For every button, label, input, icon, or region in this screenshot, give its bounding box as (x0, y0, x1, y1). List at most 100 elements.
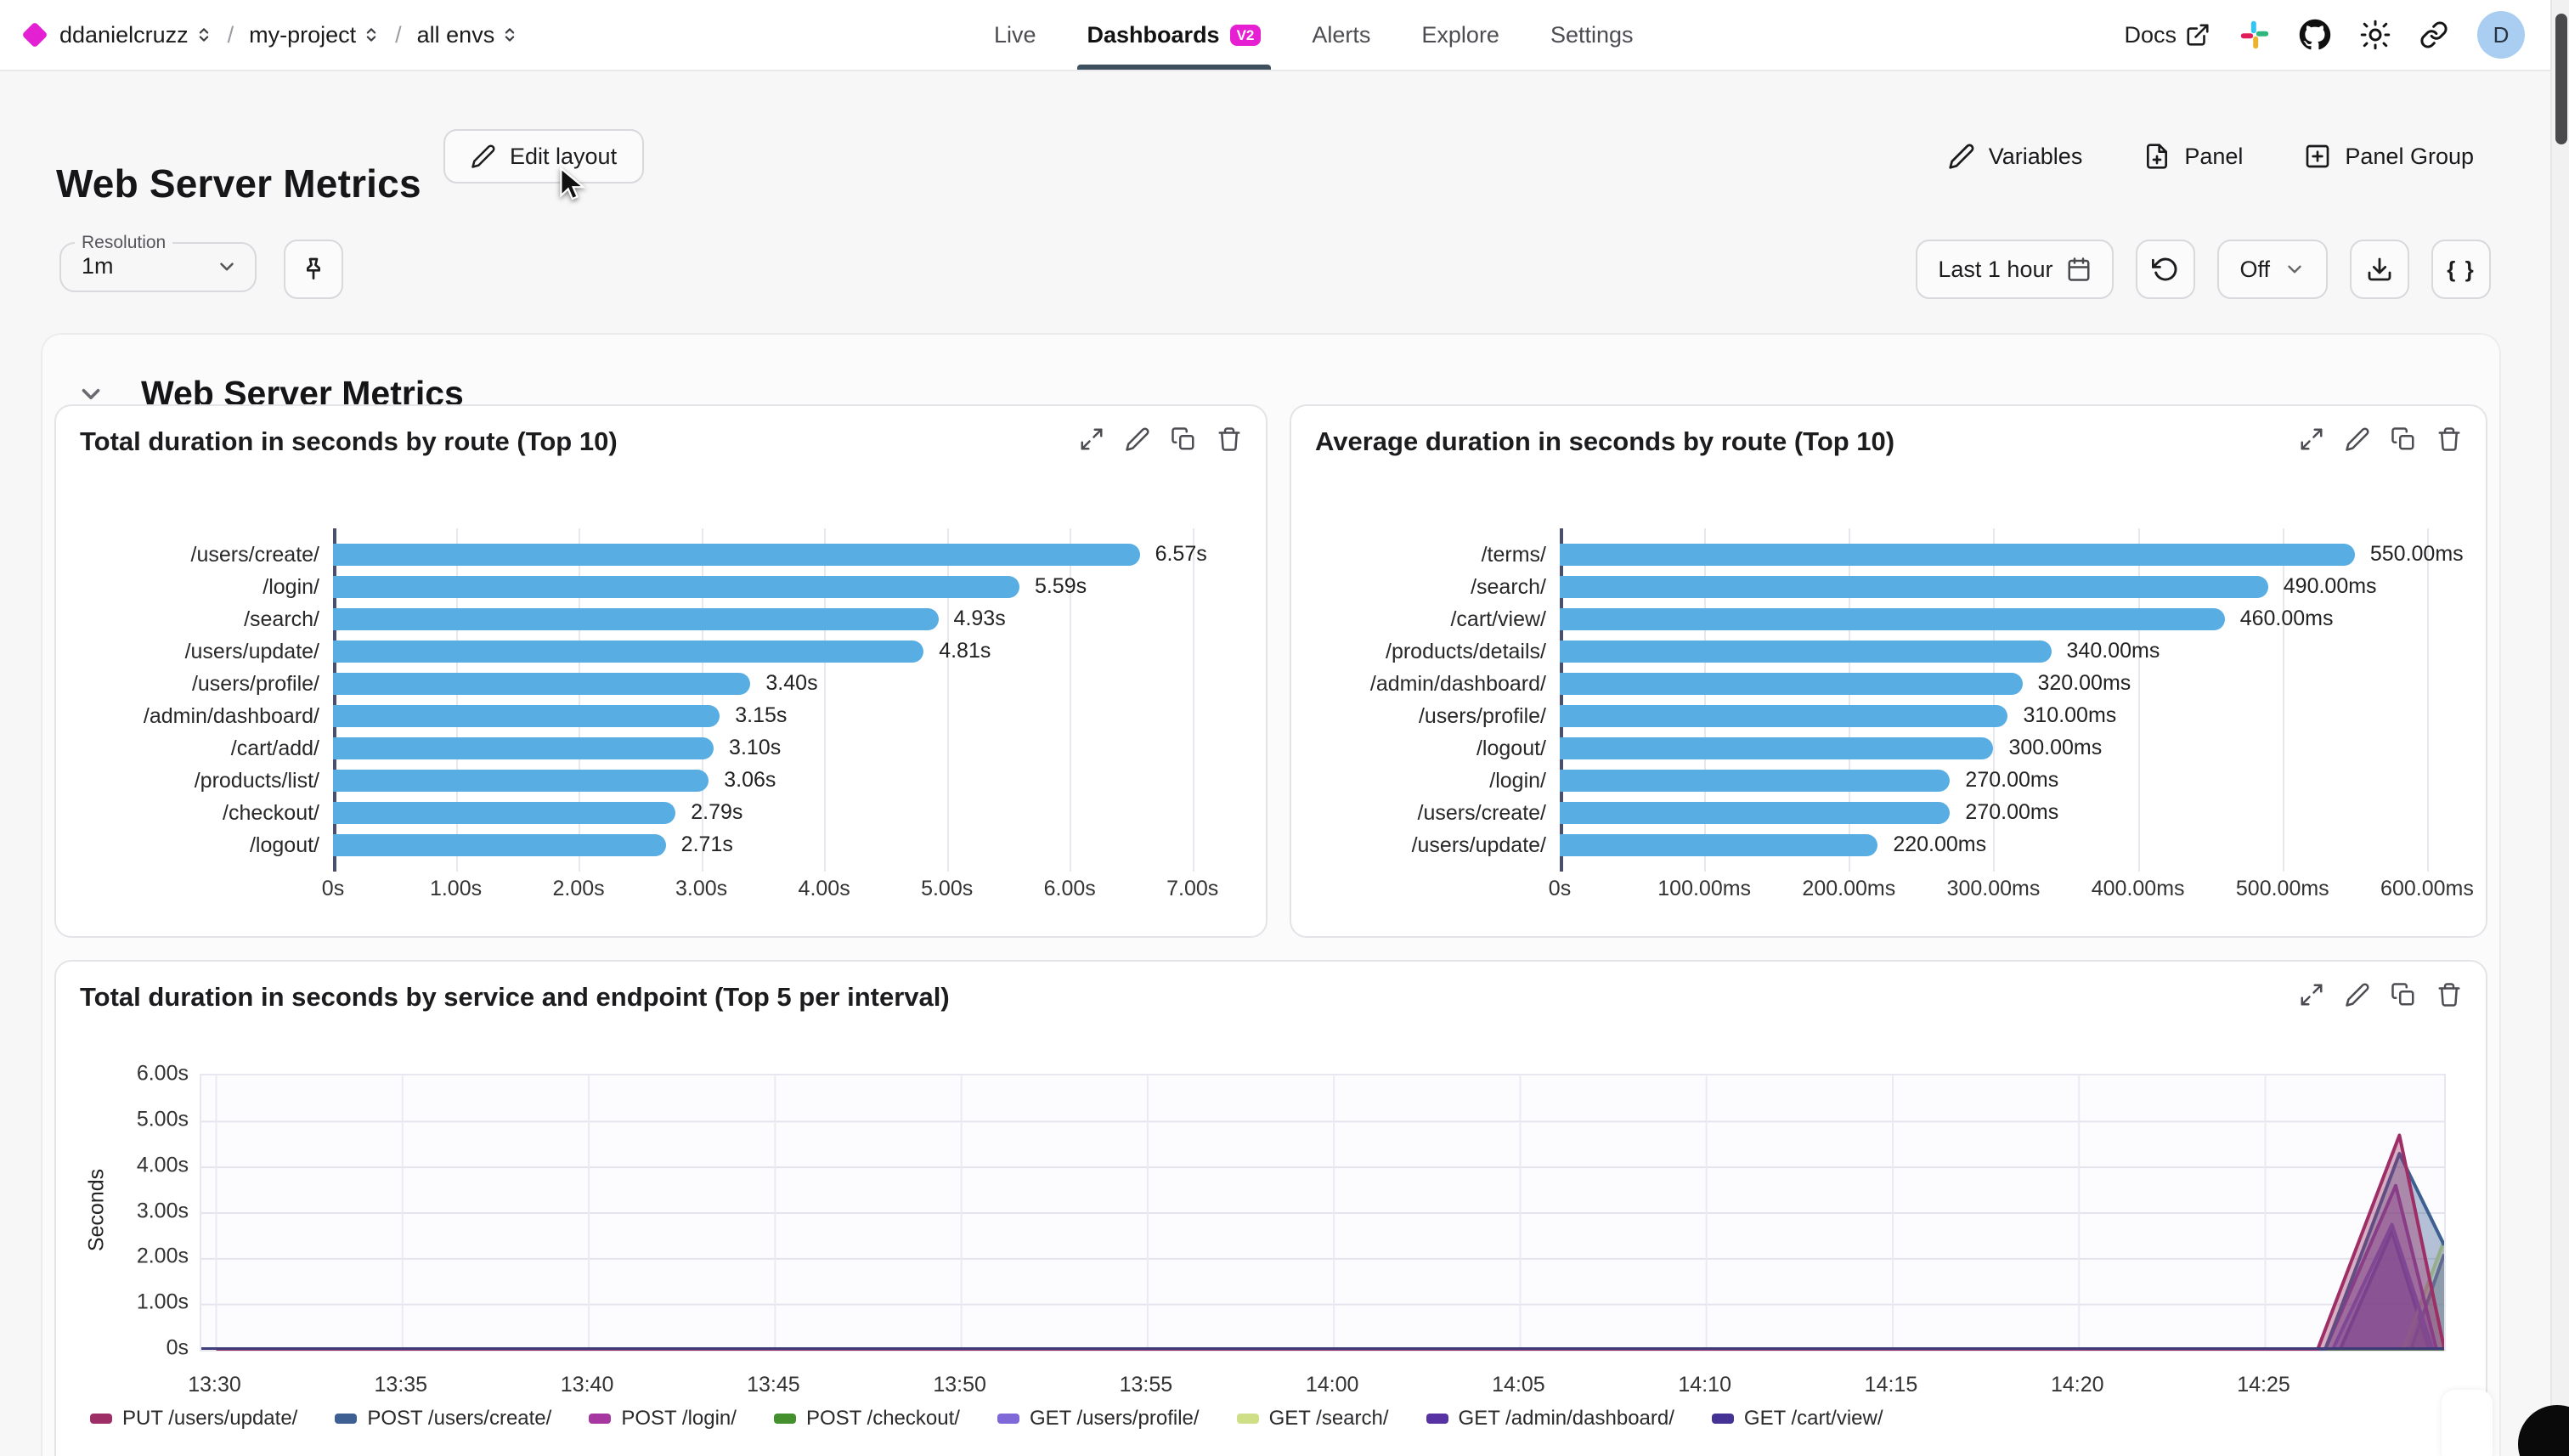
pencil-panel-button[interactable] (2345, 982, 2370, 1007)
legend-label: GET /users/profile/ (1029, 1407, 1200, 1430)
bar-row: /login/270.00ms (1315, 765, 2569, 797)
panel-total-duration-by-route: Total duration in seconds by route (Top … (54, 404, 1268, 938)
legend-label: POST /checkout/ (805, 1407, 960, 1430)
bar-gridline (2426, 528, 2429, 872)
bar[interactable] (333, 576, 1019, 598)
theme-toggle-button[interactable] (2360, 20, 2391, 50)
bar[interactable] (1560, 770, 1951, 792)
bar-row: /users/update/220.00ms (1315, 829, 2569, 861)
navbar-right-group: Docs D (2124, 0, 2525, 70)
x-tick-label: 13:45 (747, 1373, 800, 1397)
page-title: Web Server Metrics (56, 161, 421, 206)
trash-panel-button[interactable] (2436, 982, 2462, 1007)
x-tick-label: 1.00s (429, 877, 483, 900)
bar[interactable] (1560, 834, 1878, 856)
bar-category-label: /products/details/ (1386, 639, 1546, 663)
bar[interactable] (1560, 576, 2268, 598)
bar[interactable] (1560, 673, 2023, 695)
scrollbar-track[interactable] (2550, 0, 2569, 1456)
bar-value-label: 550.00ms (2369, 542, 2464, 566)
add-panel-button[interactable]: Panel (2143, 143, 2243, 170)
bar[interactable] (333, 544, 1140, 566)
bar-track: 5.59s (333, 574, 1356, 598)
plot-area[interactable] (200, 1074, 2446, 1352)
panel-actions (2299, 982, 2462, 1007)
expand-panel-button[interactable] (2299, 982, 2324, 1007)
variables-button[interactable]: Variables (1948, 143, 2082, 170)
bar[interactable] (1560, 705, 2008, 727)
bar[interactable] (1560, 608, 2225, 630)
bar-track: 3.06s (333, 768, 1356, 792)
refresh-button[interactable] (2136, 240, 2196, 299)
copy-panel-button[interactable] (1171, 426, 1196, 452)
add-panel-group-button[interactable]: Panel Group (2304, 143, 2474, 170)
legend-item[interactable]: GET /cart/view/ (1711, 1407, 1883, 1431)
bar[interactable] (333, 770, 709, 792)
resolution-select[interactable]: Resolution 1m (59, 233, 257, 292)
pencil-icon (2346, 983, 2369, 1007)
tab-settings[interactable]: Settings (1550, 0, 1634, 70)
bar[interactable] (333, 802, 676, 824)
bar-gridline (1993, 528, 1996, 872)
edit-layout-button[interactable]: Edit layout (443, 129, 645, 183)
auto-refresh-select[interactable]: Off (2217, 240, 2328, 299)
bar-value-label: 4.81s (939, 639, 991, 663)
copy-panel-button[interactable] (2391, 982, 2416, 1007)
bar[interactable] (1560, 544, 2355, 566)
bar[interactable] (333, 641, 924, 663)
bar[interactable] (333, 737, 714, 759)
legend-item[interactable]: POST /checkout/ (773, 1407, 960, 1431)
collapse-chevron-icon[interactable] (76, 380, 105, 409)
breadcrumb-project[interactable]: my-project (249, 22, 380, 48)
legend-item[interactable]: GET /users/profile/ (997, 1407, 1200, 1431)
trash-panel-button[interactable] (1217, 426, 1242, 452)
bar[interactable] (333, 608, 939, 630)
pencil-icon (1126, 427, 1149, 451)
expand-panel-button[interactable] (2299, 426, 2324, 452)
legend-item[interactable]: POST /users/create/ (335, 1407, 551, 1431)
legend-item[interactable]: PUT /users/update/ (90, 1407, 297, 1431)
panel-average-duration-by-route: Average duration in seconds by route (To… (1290, 404, 2487, 938)
bar-category-label: /products/list/ (194, 768, 319, 793)
scrollbar-thumb[interactable] (2555, 14, 2567, 144)
bar[interactable] (333, 705, 720, 727)
github-icon (2299, 19, 2331, 50)
bar-row: /search/4.93s (80, 603, 1356, 635)
bar[interactable] (333, 834, 666, 856)
bar-category-label: /users/update/ (184, 639, 319, 663)
pencil-panel-button[interactable] (1125, 426, 1150, 452)
copy-panel-button[interactable] (2391, 426, 2416, 452)
pencil-panel-button[interactable] (2345, 426, 2370, 452)
copy-link-button[interactable] (2419, 20, 2448, 49)
time-controls: Last 1 hour Off { } (1916, 240, 2491, 299)
breadcrumb-env[interactable]: all envs (417, 22, 519, 48)
legend-item[interactable]: GET /search/ (1236, 1407, 1389, 1431)
bar[interactable] (1560, 802, 1951, 824)
bar[interactable] (1560, 641, 2052, 663)
tab-live[interactable]: Live (994, 0, 1036, 70)
user-avatar[interactable]: D (2477, 11, 2525, 59)
time-range-button[interactable]: Last 1 hour (1916, 240, 2114, 299)
tab-explore[interactable]: Explore (1421, 0, 1499, 70)
bar[interactable] (333, 673, 751, 695)
download-icon (2368, 257, 2391, 281)
json-view-button[interactable]: { } (2431, 240, 2491, 299)
tab-alerts[interactable]: Alerts (1312, 0, 1370, 70)
bar-category-label: /admin/dashboard/ (143, 703, 319, 728)
trash-panel-button[interactable] (2436, 426, 2462, 452)
github-button[interactable] (2299, 19, 2331, 51)
tab-label: Alerts (1312, 21, 1371, 48)
trash-icon (1218, 427, 1240, 451)
pin-resolution-button[interactable] (284, 240, 343, 299)
tab-dashboards[interactable]: Dashboards V2 (1076, 0, 1273, 70)
bar-gridline (701, 528, 703, 872)
slack-button[interactable] (2239, 20, 2270, 50)
chevron-updown-icon (505, 28, 515, 42)
legend-item[interactable]: GET /admin/dashboard/ (1426, 1407, 1674, 1431)
legend-item[interactable]: POST /login/ (589, 1407, 737, 1431)
expand-panel-button[interactable] (1079, 426, 1104, 452)
download-button[interactable] (2350, 240, 2409, 299)
breadcrumb-org[interactable]: ddanielcruzz (59, 22, 212, 48)
docs-link[interactable]: Docs (2124, 22, 2210, 48)
bar[interactable] (1560, 737, 1994, 759)
